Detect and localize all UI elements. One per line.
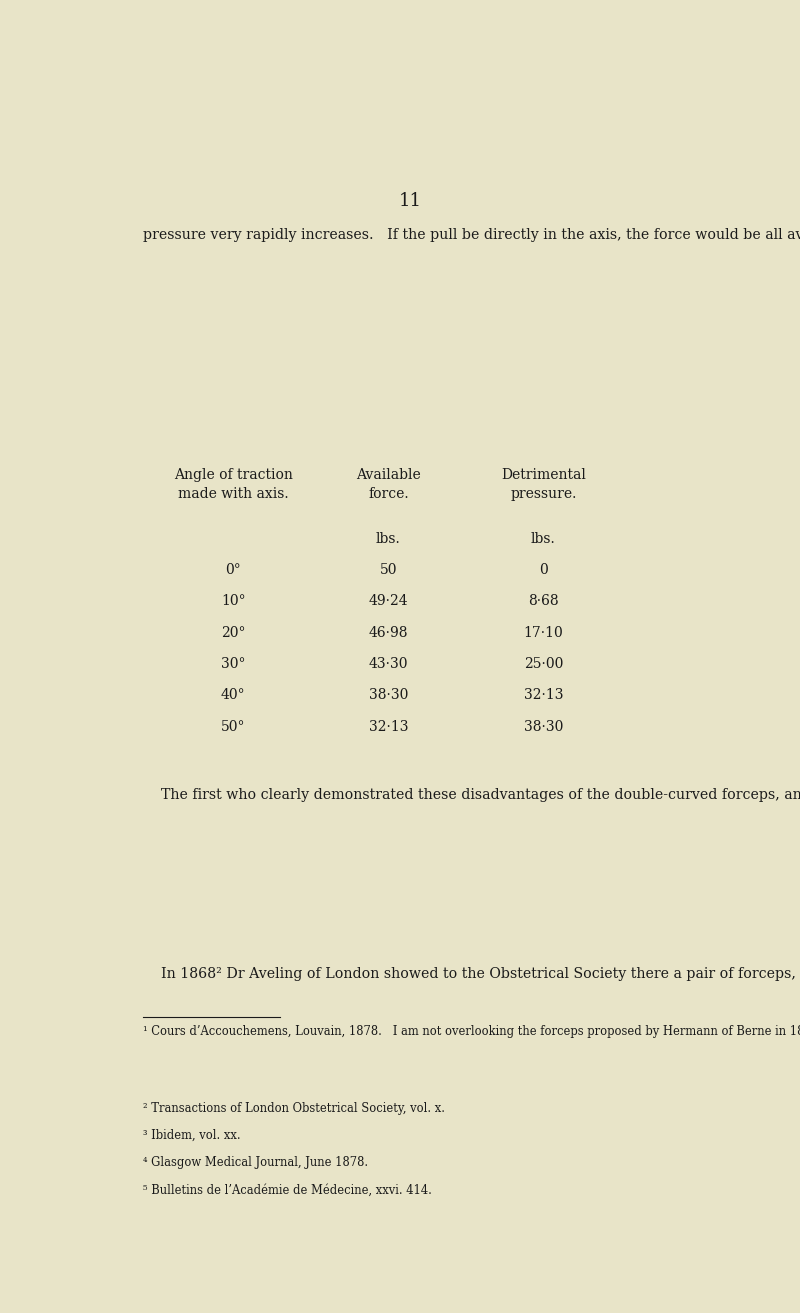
Text: 10°: 10° <box>221 595 246 608</box>
Text: 30°: 30° <box>221 656 246 671</box>
Text: 46·98: 46·98 <box>369 626 408 639</box>
Text: 49·24: 49·24 <box>369 595 408 608</box>
Text: ³ Ibidem, vol. xx.: ³ Ibidem, vol. xx. <box>143 1129 241 1142</box>
Text: pressure very rapidly increases.   If the pull be directly in the axis, the forc: pressure very rapidly increases. If the … <box>143 228 800 243</box>
Text: ¹ Cours d’Accouchemens, Louvain, 1878.   I am not overlooking the forceps propos: ¹ Cours d’Accouchemens, Louvain, 1878. I… <box>143 1025 800 1039</box>
Text: The first who clearly demonstrated these disadvantages of the double-curved forc: The first who clearly demonstrated these… <box>143 788 800 802</box>
Text: 20°: 20° <box>221 626 246 639</box>
Text: 32·13: 32·13 <box>523 688 563 702</box>
Text: 50: 50 <box>379 563 397 576</box>
Text: 38·30: 38·30 <box>524 720 563 734</box>
Text: 32·13: 32·13 <box>369 720 408 734</box>
Text: ⁴ Glasgow Medical Journal, June 1878.: ⁴ Glasgow Medical Journal, June 1878. <box>143 1157 369 1170</box>
Text: 40°: 40° <box>221 688 246 702</box>
Text: 11: 11 <box>398 192 422 210</box>
Text: Detrimental
pressure.: Detrimental pressure. <box>501 467 586 502</box>
Text: 17·10: 17·10 <box>523 626 563 639</box>
Text: 25·00: 25·00 <box>524 656 563 671</box>
Text: 8·68: 8·68 <box>528 595 558 608</box>
Text: 38·30: 38·30 <box>369 688 408 702</box>
Text: Available
force.: Available force. <box>356 467 421 502</box>
Text: In 1868² Dr Aveling of London showed to the Obstetrical Society there a pair of : In 1868² Dr Aveling of London showed to … <box>143 968 800 981</box>
Text: 0°: 0° <box>226 563 241 576</box>
Text: lbs.: lbs. <box>531 532 556 546</box>
Text: Angle of traction
made with axis.: Angle of traction made with axis. <box>174 467 293 502</box>
Text: 43·30: 43·30 <box>369 656 408 671</box>
Text: ² Transactions of London Obstetrical Society, vol. x.: ² Transactions of London Obstetrical Soc… <box>143 1102 446 1115</box>
Text: lbs.: lbs. <box>376 532 401 546</box>
Text: 0: 0 <box>539 563 548 576</box>
Text: ⁵ Bulletins de l’Académie de Médecine, xxvi. 414.: ⁵ Bulletins de l’Académie de Médecine, x… <box>143 1184 432 1196</box>
Text: 50°: 50° <box>221 720 246 734</box>
